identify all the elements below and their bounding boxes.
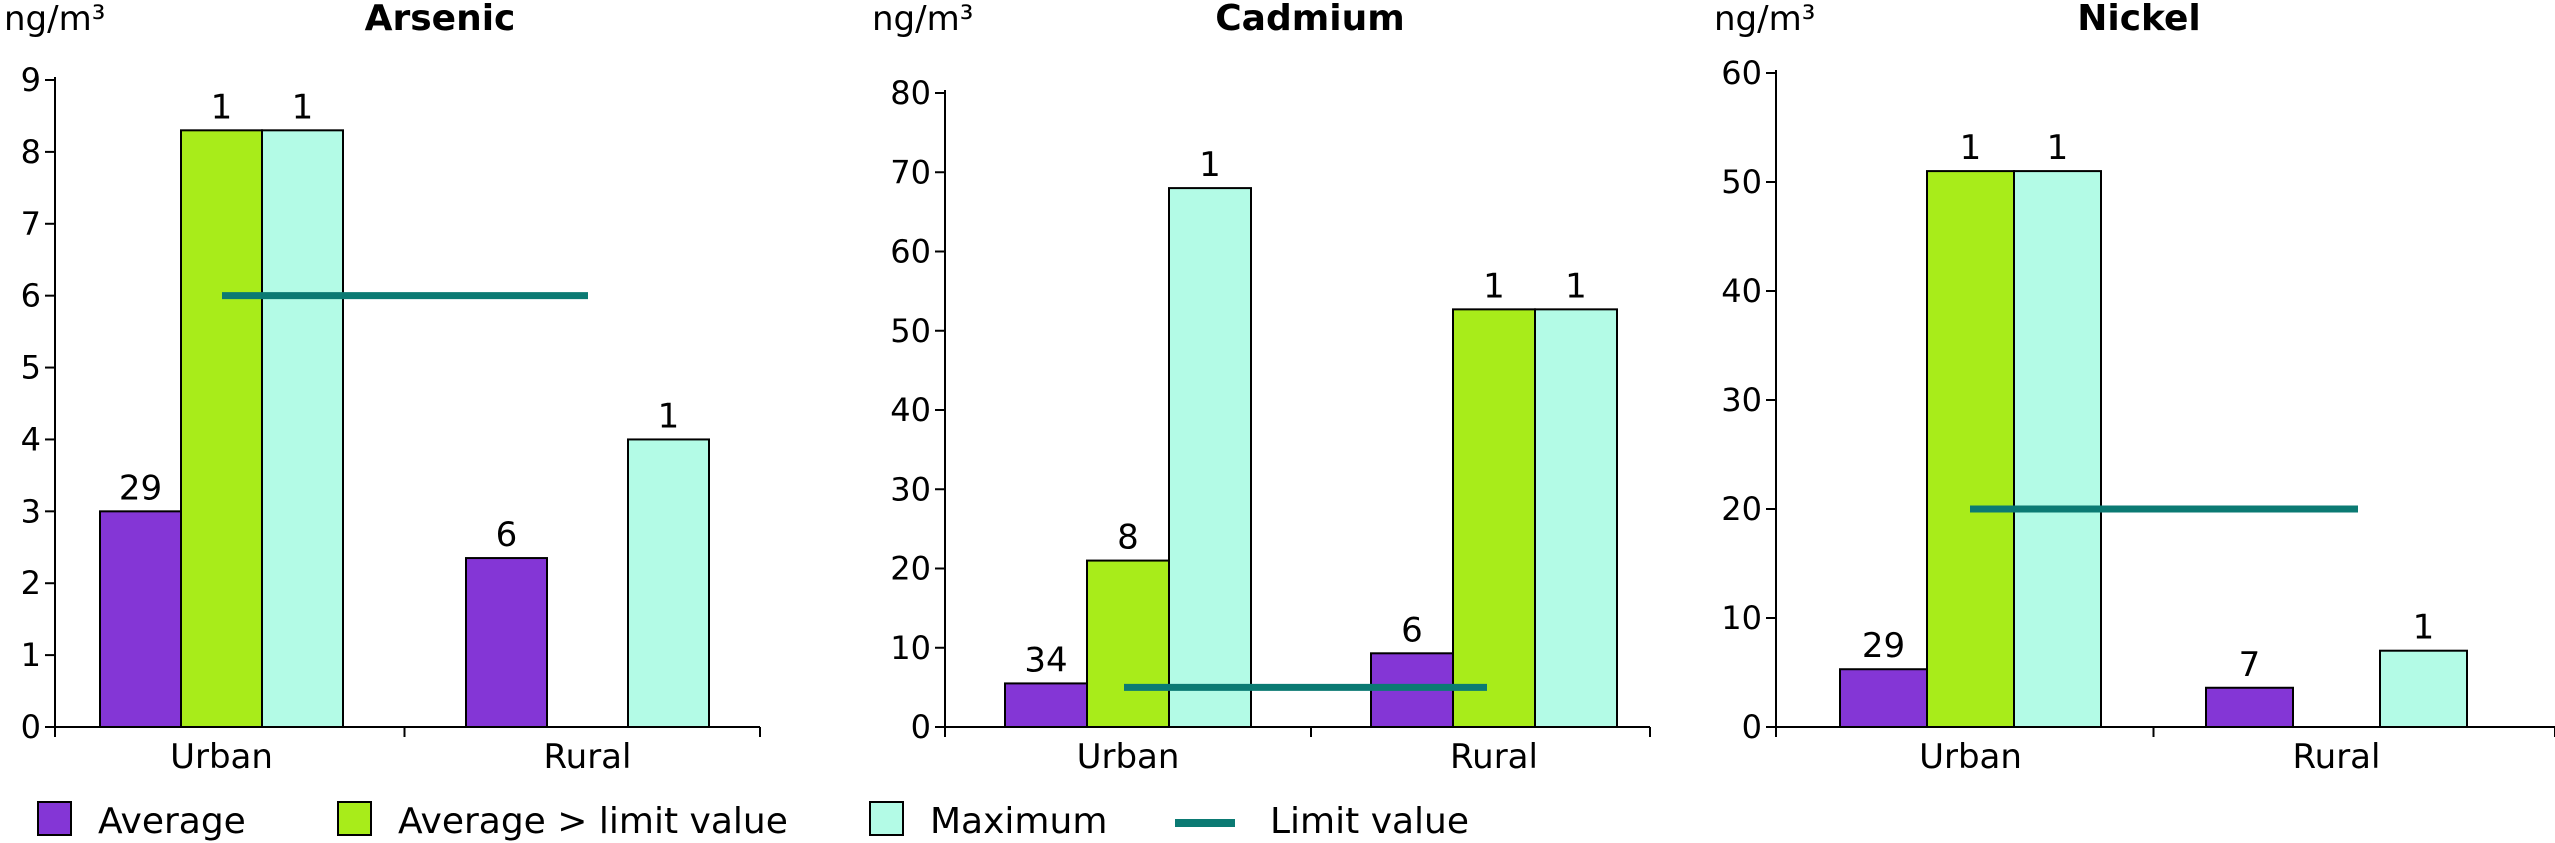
y-tick-label: 10 xyxy=(890,629,931,667)
bar-maximum-rural xyxy=(2379,649,2468,729)
y-tick-label: 8 xyxy=(21,133,41,171)
x-category-label: Rural xyxy=(2293,737,2381,777)
bar-data-label: 6 xyxy=(1401,610,1423,650)
bar-maximum-rural xyxy=(1534,308,1618,728)
y-tick-label: 9 xyxy=(21,61,41,99)
legend-item: Average xyxy=(37,801,246,842)
legend-swatch xyxy=(337,801,372,836)
y-tick-label: 10 xyxy=(1721,599,1762,637)
chart-panel-cadmium: Cadmium ng/m³ 0 10 20 30 40 50 60 70 80 34 8 1 Urban 6 1… xyxy=(872,0,1651,777)
y-tick-label: 30 xyxy=(1721,381,1762,419)
y-tick-label: 6 xyxy=(21,277,41,315)
bar-average-over-limit-urban xyxy=(1086,559,1170,729)
bar-average-urban xyxy=(99,510,182,729)
y-tick-label: 4 xyxy=(21,420,41,458)
y-tick-label: 0 xyxy=(1742,708,1762,746)
y-axis-unit-label: ng/m³ xyxy=(872,0,973,39)
x-category-label: Urban xyxy=(1077,737,1180,777)
y-tick-label: 20 xyxy=(1721,490,1762,528)
y-tick-label: 60 xyxy=(890,233,931,271)
bar-data-label: 1 xyxy=(1199,145,1221,185)
y-tick-label: 1 xyxy=(21,636,41,674)
bar-maximum-urban xyxy=(1168,187,1252,729)
bar-data-label: 8 xyxy=(1117,518,1139,558)
bar-data-label: 29 xyxy=(1862,626,1905,666)
bar-data-label: 1 xyxy=(1960,128,1982,168)
legend-item: Average > limit value xyxy=(337,801,788,842)
legend-label: Average xyxy=(98,801,246,842)
bar-average-urban xyxy=(1004,682,1088,728)
y-tick-label: 7 xyxy=(21,205,41,243)
x-category-label: Rural xyxy=(1450,737,1538,777)
bar-data-label: 1 xyxy=(2047,128,2069,168)
legend: Average Average > limit value Maximum Limit… xyxy=(37,801,1469,842)
bar-average-rural xyxy=(2205,686,2294,729)
legend-label: Maximum xyxy=(930,801,1107,842)
chart-title: Nickel xyxy=(2077,0,2201,39)
bar-average-over-limit-urban xyxy=(180,129,263,729)
y-tick-label: 60 xyxy=(1721,54,1762,92)
bar-data-label: 1 xyxy=(2413,608,2435,648)
bar-data-label: 6 xyxy=(496,515,518,555)
bar-data-label: 1 xyxy=(1483,266,1505,306)
legend-label: Limit value xyxy=(1270,801,1469,842)
y-axis-unit-label: ng/m³ xyxy=(4,0,105,39)
bar-data-label: 7 xyxy=(2239,645,2261,685)
y-tick-label: 3 xyxy=(21,492,41,530)
x-category-label: Rural xyxy=(544,737,632,777)
bar-data-label: 1 xyxy=(211,87,233,127)
y-tick-label: 50 xyxy=(890,312,931,350)
y-tick-label: 70 xyxy=(890,153,931,191)
y-tick-label: 40 xyxy=(1721,272,1762,310)
y-tick-label: 40 xyxy=(890,391,931,429)
bar-data-label: 29 xyxy=(119,468,162,508)
bar-average-over-limit-rural xyxy=(1452,308,1536,728)
bar-data-label: 1 xyxy=(658,396,680,436)
bar-average-over-limit-urban xyxy=(1926,170,2015,729)
y-tick-label: 20 xyxy=(890,550,931,588)
legend-label: Average > limit value xyxy=(398,801,788,842)
legend-swatch xyxy=(37,801,72,836)
bar-average-urban xyxy=(1839,668,1928,728)
chart-panel-nickel: Nickel ng/m³ 0 10 20 30 40 50 60 29 1 1 Urban 7 1 Rural xyxy=(1714,0,2555,777)
y-tick-label: 2 xyxy=(21,564,41,602)
legend-item: Limit value xyxy=(1175,801,1469,842)
chart-panel-arsenic: Arsenic ng/m³ 0 1 2 3 4 5 6 7 8 9 29 1 1 Urban 6 1 Rural xyxy=(4,0,761,777)
y-tick-label: 0 xyxy=(21,708,41,746)
bar-maximum-rural xyxy=(627,438,710,728)
legend-item: Maximum xyxy=(869,801,1107,842)
y-tick-label: 30 xyxy=(890,470,931,508)
chart-title: Arsenic xyxy=(365,0,516,39)
bar-average-rural xyxy=(465,557,548,728)
y-tick-label: 50 xyxy=(1721,163,1762,201)
y-tick-label: 80 xyxy=(890,74,931,112)
bar-data-label: 1 xyxy=(292,87,314,127)
chart-title: Cadmium xyxy=(1215,0,1404,39)
bar-maximum-urban xyxy=(261,129,344,729)
bar-data-label: 1 xyxy=(1565,266,1587,306)
x-category-label: Urban xyxy=(1919,737,2022,777)
y-tick-label: 0 xyxy=(911,708,931,746)
bar-data-label: 34 xyxy=(1024,640,1067,680)
bar-maximum-urban xyxy=(2013,170,2102,729)
legend-swatch xyxy=(869,801,904,836)
y-axis-unit-label: ng/m³ xyxy=(1714,0,1815,39)
x-category-label: Urban xyxy=(170,737,273,777)
y-tick-label: 5 xyxy=(21,349,41,387)
